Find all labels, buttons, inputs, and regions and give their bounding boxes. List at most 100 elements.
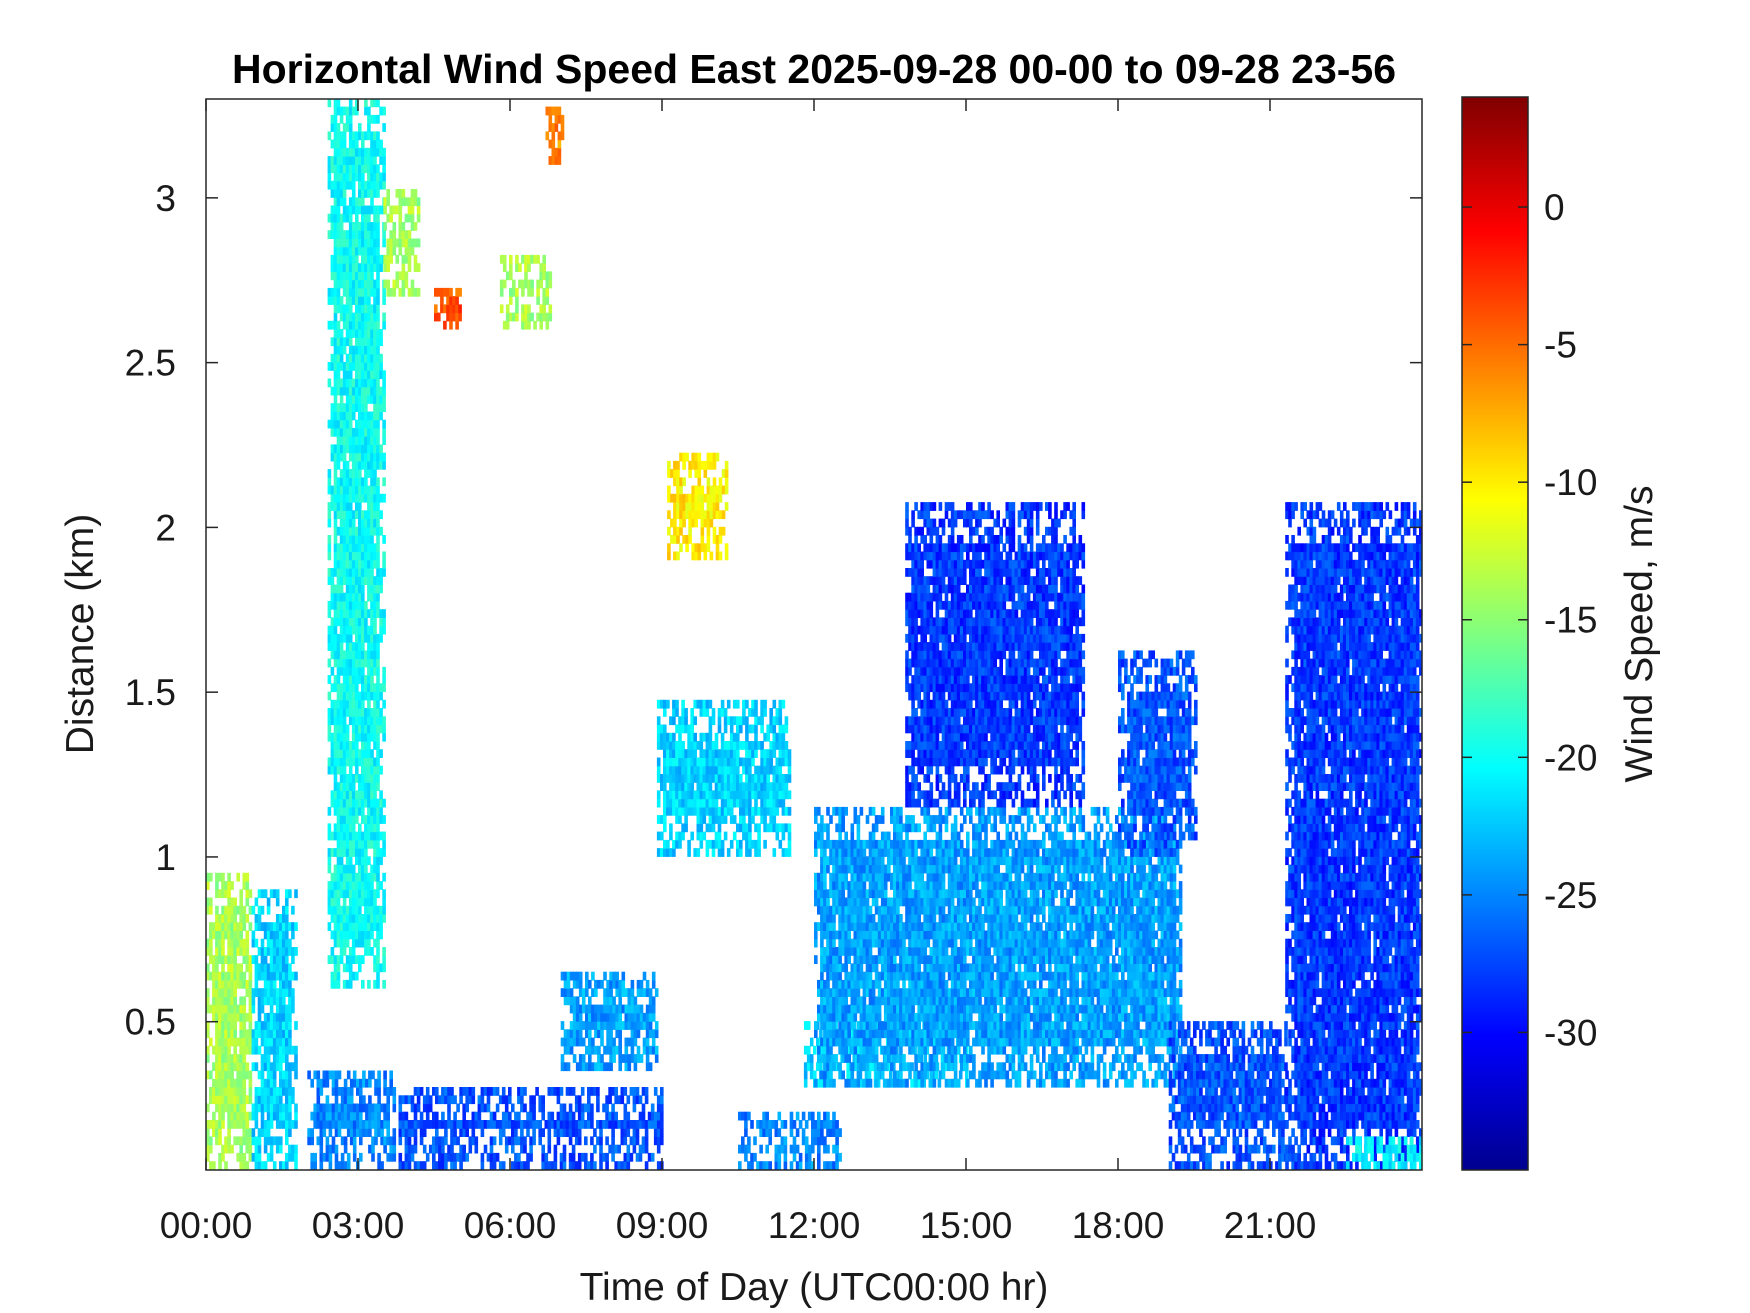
heatmap-cell bbox=[248, 1037, 253, 1047]
heatmap-cell bbox=[254, 1045, 259, 1055]
heatmap-cell bbox=[772, 790, 777, 800]
heatmap-cell bbox=[699, 831, 704, 841]
heatmap-cell bbox=[342, 287, 347, 297]
heatmap-cell bbox=[336, 971, 341, 981]
heatmap-cell bbox=[832, 971, 836, 981]
heatmap-cell bbox=[260, 1029, 265, 1039]
heatmap-cell bbox=[376, 403, 380, 412]
heatmap-cell bbox=[814, 922, 818, 931]
heatmap-cell bbox=[829, 1029, 833, 1039]
heatmap-cell bbox=[413, 1161, 418, 1170]
heatmap-cell bbox=[364, 353, 368, 363]
heatmap-cell bbox=[568, 1103, 573, 1113]
heatmap-cell bbox=[829, 815, 833, 824]
heatmap-cell bbox=[230, 914, 234, 923]
heatmap-cell bbox=[221, 1152, 225, 1162]
heatmap-cell bbox=[361, 815, 365, 824]
heatmap-cell bbox=[817, 839, 821, 849]
heatmap-cell bbox=[739, 716, 743, 726]
heatmap-cell bbox=[351, 617, 356, 627]
heatmap-cell bbox=[370, 287, 374, 297]
heatmap-cell bbox=[339, 246, 344, 256]
heatmap-cell bbox=[593, 1161, 597, 1170]
heatmap-cell bbox=[206, 1045, 210, 1055]
heatmap-cell bbox=[718, 493, 723, 503]
heatmap-cell bbox=[401, 1161, 406, 1170]
heatmap-cell bbox=[901, 1078, 905, 1088]
heatmap-cell bbox=[339, 732, 344, 742]
heatmap-cell bbox=[511, 1136, 515, 1146]
heatmap-cell bbox=[367, 897, 371, 907]
heatmap-cell bbox=[578, 1004, 583, 1014]
heatmap-cell bbox=[548, 139, 553, 149]
heatmap-cell bbox=[820, 1136, 824, 1146]
heatmap-cell bbox=[348, 320, 353, 330]
heatmap-cell bbox=[257, 1152, 262, 1162]
heatmap-cell bbox=[456, 1136, 460, 1146]
heatmap-cell bbox=[282, 1103, 286, 1113]
heatmap-cell bbox=[342, 617, 347, 627]
heatmap-cell bbox=[376, 230, 380, 239]
heatmap-cell bbox=[565, 1128, 570, 1137]
heatmap-cell bbox=[224, 1054, 228, 1063]
heatmap-cell bbox=[656, 848, 661, 857]
heatmap-cell bbox=[395, 205, 400, 215]
heatmap-cell bbox=[382, 230, 386, 239]
heatmap-cell bbox=[474, 1144, 479, 1154]
heatmap-cell bbox=[407, 230, 412, 239]
heatmap-cell bbox=[251, 988, 256, 997]
heatmap-cell bbox=[638, 1095, 643, 1105]
heatmap-cell bbox=[336, 749, 341, 758]
heatmap-cell bbox=[965, 1070, 969, 1080]
heatmap-cell bbox=[784, 782, 789, 791]
heatmap-cell bbox=[382, 963, 386, 973]
heatmap-cell bbox=[690, 765, 694, 775]
heatmap-cell bbox=[364, 254, 368, 264]
heatmap-cell bbox=[370, 444, 374, 454]
heatmap-cell bbox=[221, 872, 225, 882]
heatmap-cell bbox=[667, 485, 671, 495]
heatmap-cell bbox=[751, 806, 755, 816]
heatmap-cell bbox=[608, 1095, 612, 1105]
heatmap-cell bbox=[370, 839, 374, 849]
heatmap-cell bbox=[376, 287, 380, 297]
heatmap-cell bbox=[269, 988, 274, 997]
heatmap-cell bbox=[527, 279, 531, 289]
heatmap-cell bbox=[763, 765, 767, 775]
heatmap-cell bbox=[774, 1161, 779, 1170]
heatmap-cell bbox=[407, 287, 412, 297]
heatmap-cell bbox=[832, 1144, 836, 1154]
heatmap-cell bbox=[663, 724, 667, 734]
heatmap-cell bbox=[587, 1161, 591, 1170]
heatmap-cell bbox=[386, 213, 390, 223]
heatmap-cell bbox=[242, 1128, 247, 1137]
heatmap-cell bbox=[370, 386, 374, 396]
heatmap-cell bbox=[370, 559, 374, 569]
heatmap-cell bbox=[345, 213, 350, 223]
heatmap-cell bbox=[571, 1152, 576, 1162]
heatmap-cell bbox=[355, 337, 359, 347]
heatmap-cell bbox=[254, 1103, 259, 1113]
heatmap-cell bbox=[364, 370, 368, 380]
heatmap-cell bbox=[591, 1004, 595, 1014]
heatmap-cell bbox=[367, 427, 371, 437]
heatmap-cell bbox=[706, 485, 711, 495]
heatmap-cell bbox=[361, 650, 365, 660]
heatmap-cell bbox=[269, 955, 274, 964]
heatmap-cell bbox=[458, 312, 462, 322]
heatmap-cell bbox=[227, 1045, 231, 1055]
heatmap-cell bbox=[876, 1078, 881, 1088]
heatmap-cell bbox=[679, 477, 683, 487]
heatmap-cell bbox=[585, 971, 589, 981]
heatmap-cell bbox=[832, 1161, 836, 1170]
heatmap-cell bbox=[367, 254, 371, 264]
heatmap-cell bbox=[358, 749, 362, 758]
heatmap-cell bbox=[811, 1144, 815, 1154]
heatmap-cell bbox=[343, 1120, 348, 1129]
heatmap-cell bbox=[632, 1095, 637, 1105]
heatmap-cell bbox=[700, 518, 705, 528]
heatmap-cell bbox=[367, 370, 371, 380]
heatmap-cell bbox=[319, 1111, 324, 1121]
heatmap-cell bbox=[333, 493, 338, 503]
heatmap-cell bbox=[355, 238, 359, 248]
